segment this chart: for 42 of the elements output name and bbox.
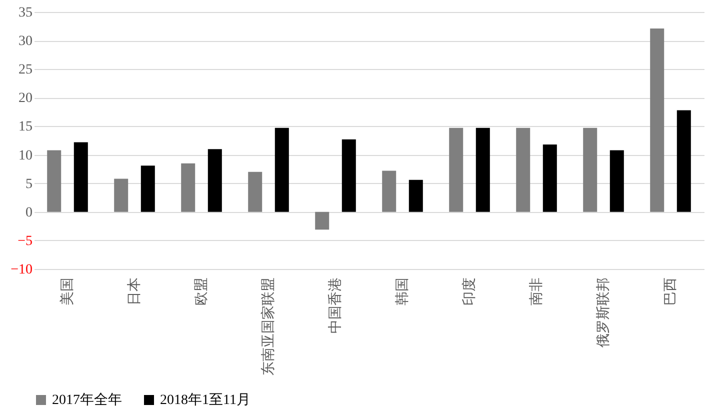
bar [342, 139, 356, 212]
x-tick-label: 南非 [528, 278, 544, 306]
bar [542, 144, 557, 212]
bar [74, 142, 88, 212]
y-tick-label: 10 [18, 148, 32, 164]
bar [516, 128, 530, 212]
bar [181, 163, 196, 212]
bar [47, 150, 62, 212]
bar [650, 28, 664, 212]
bar [382, 170, 396, 212]
bar [676, 110, 691, 212]
y-tick-label: 0 [26, 205, 32, 220]
y-tick-label: 35 [18, 6, 32, 20]
bar [408, 180, 423, 212]
y-tick-label: 20 [18, 91, 32, 106]
y-tick-label: 25 [18, 62, 32, 78]
bar [208, 149, 222, 212]
x-tick-label: 美国 [60, 278, 76, 306]
bar [315, 212, 330, 230]
x-tick-label: 俄罗斯联邦 [596, 278, 612, 348]
bar [140, 166, 155, 212]
x-tick-label: 东南亚国家联盟 [260, 278, 276, 376]
bar [583, 128, 598, 212]
y-tick-label: −5 [18, 234, 32, 249]
bar [610, 150, 624, 212]
bar [114, 178, 128, 212]
y-tick-label: −10 [10, 262, 32, 278]
x-tick-label: 巴西 [664, 278, 678, 306]
y-tick-label: 30 [18, 34, 32, 50]
y-tick-label: 5 [26, 176, 32, 192]
y-tick-label: 15 [18, 120, 32, 135]
x-tick-label: 日本 [126, 278, 142, 306]
legend-label: 2017年全年 [52, 392, 122, 408]
x-tick-label: 欧盟 [194, 278, 210, 306]
bar [248, 172, 262, 212]
bar [476, 128, 490, 212]
bar [449, 128, 464, 212]
x-tick-label: 韩国 [394, 278, 410, 306]
legend-label: 2018年1至11月 [160, 392, 250, 408]
bar [274, 128, 289, 212]
x-tick-label: 印度 [462, 278, 478, 306]
x-tick-label: 中国香港 [328, 278, 344, 334]
